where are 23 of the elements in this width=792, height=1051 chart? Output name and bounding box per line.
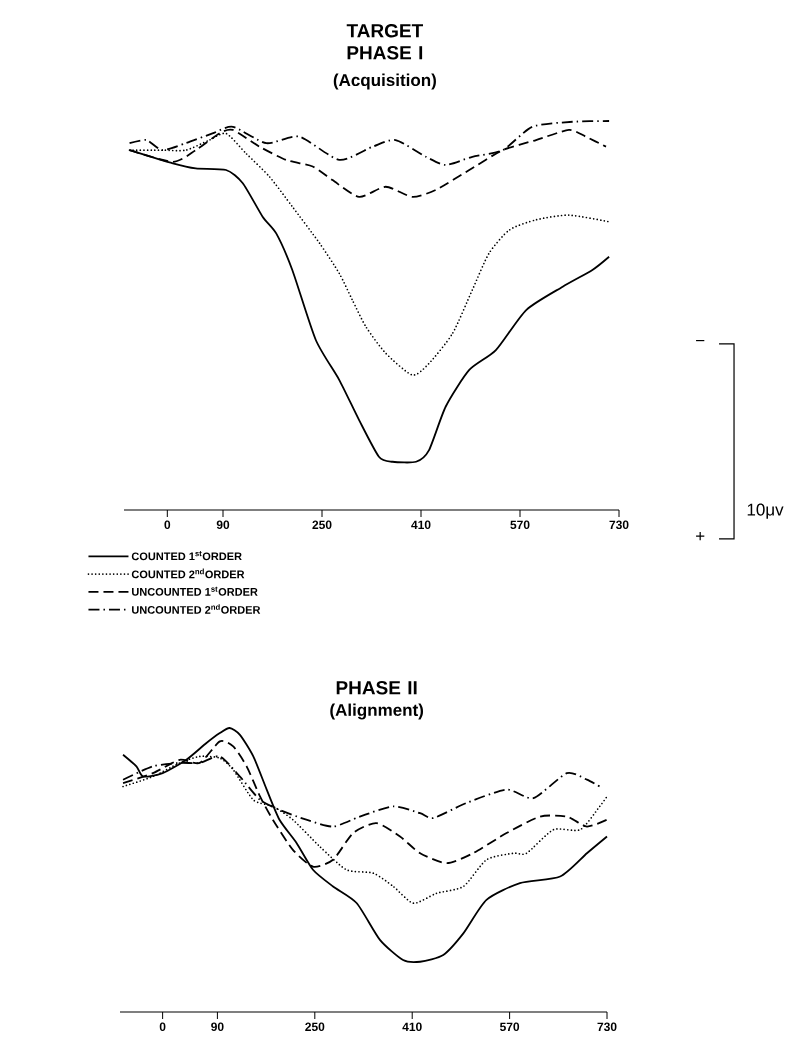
x-tick-label: 570 [510, 520, 530, 530]
text: 10μv [747, 503, 784, 519]
x-tick-label: 730 [597, 1022, 617, 1032]
x-tick-label: 0 [164, 520, 171, 530]
legend-label: COUNTED 2$^{nd}$ORDER [131, 568, 245, 579]
chart-title: PHASE II [336, 681, 417, 695]
chart-subtitle: (Alignment) [330, 703, 424, 720]
x-tick-label: 250 [312, 520, 332, 530]
x-tick-label: 410 [402, 1022, 422, 1032]
legend-label: UNCOUNTED 2$^{nd}$ORDER [132, 604, 261, 614]
legend-label: UNCOUNTED 1$^{st}$ORDER [132, 586, 258, 596]
x-tick-label: 0 [159, 1022, 166, 1032]
chart-subtitle: (Acquisition) [333, 73, 436, 90]
x-tick-label: 730 [609, 520, 629, 530]
x-tick-label: 570 [499, 1022, 520, 1032]
chart-title: TARGET PHASE I [346, 24, 424, 60]
x-tick-label: 90 [211, 1022, 224, 1032]
x-tick-label: 410 [411, 520, 431, 530]
text: − [696, 339, 705, 342]
legend-label: COUNTED 1$^{st}$ORDER [131, 551, 242, 561]
x-tick-label: 90 [216, 520, 230, 530]
x-tick-label: 250 [305, 1022, 325, 1032]
text: + [696, 531, 705, 541]
